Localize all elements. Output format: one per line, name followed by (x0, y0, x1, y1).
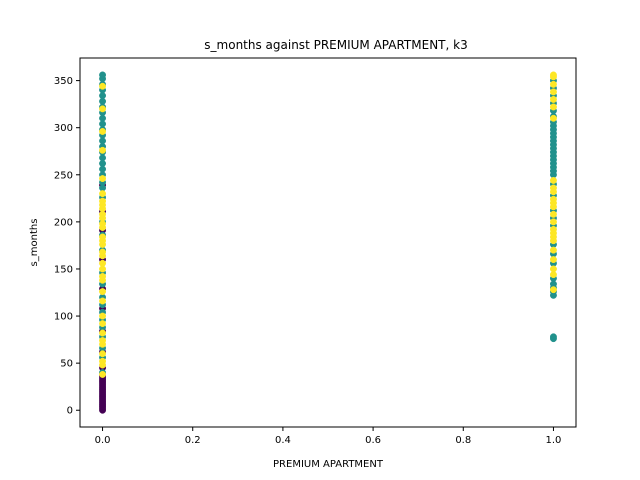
data-point (99, 329, 107, 337)
data-point (99, 190, 107, 198)
y-axis-label: s_months (29, 219, 40, 267)
x-tick-label: 0.0 (95, 435, 111, 446)
data-point (99, 320, 107, 328)
points-layer (99, 71, 557, 414)
data-point (99, 233, 107, 241)
data-point (550, 265, 557, 273)
plot-frame (79, 57, 577, 428)
data-point (99, 71, 107, 79)
data-point (99, 312, 107, 320)
x-tick-label: 0.6 (365, 435, 381, 446)
data-point (99, 273, 107, 280)
data-point (550, 333, 557, 341)
data-point (99, 197, 107, 205)
y-tick-label: 300 (54, 123, 73, 134)
data-point (99, 297, 107, 305)
y-tick-label: 0 (67, 406, 73, 417)
data-point (550, 80, 557, 88)
data-point (550, 218, 557, 226)
data-point (99, 175, 107, 183)
x-axis-label: PREMIUM APARTMENT (273, 459, 384, 470)
data-point (550, 246, 557, 254)
data-point (550, 184, 557, 192)
x-axis: 0.0 0.2 0.4 0.6 0.8 1.0 (95, 427, 562, 446)
data-point (550, 256, 557, 263)
data-point (550, 71, 557, 79)
data-point (550, 114, 557, 122)
y-tick-label: 50 (60, 359, 73, 370)
data-point (550, 210, 557, 218)
y-tick-label: 150 (54, 264, 73, 275)
data-point (99, 128, 107, 135)
y-axis: 0 50 100 150 200 250 300 350 (54, 76, 80, 417)
data-point (99, 337, 107, 344)
data-point (99, 248, 107, 256)
data-point (550, 176, 557, 184)
data-point (550, 103, 557, 111)
data-point (99, 105, 107, 113)
data-point (99, 350, 107, 358)
y-tick-label: 100 (54, 312, 73, 323)
data-point (550, 88, 557, 96)
x-tick-label: 0.2 (185, 435, 201, 446)
data-point (550, 95, 557, 103)
chart-title: s_months against PREMIUM APARTMENT, k3 (204, 38, 467, 52)
data-point (99, 357, 107, 365)
data-point (99, 288, 107, 296)
x-tick-label: 0.8 (455, 435, 471, 446)
data-point (550, 286, 557, 294)
data-point (550, 225, 557, 233)
data-point (99, 259, 107, 267)
y-tick-label: 250 (54, 170, 73, 181)
x-tick-label: 1.0 (546, 435, 562, 446)
y-tick-label: 350 (54, 76, 73, 87)
y-tick-label: 200 (54, 217, 73, 228)
data-point (99, 146, 107, 154)
x-tick-label: 0.4 (275, 435, 291, 446)
data-point (99, 371, 107, 378)
data-point (99, 82, 107, 90)
data-point (550, 195, 557, 203)
